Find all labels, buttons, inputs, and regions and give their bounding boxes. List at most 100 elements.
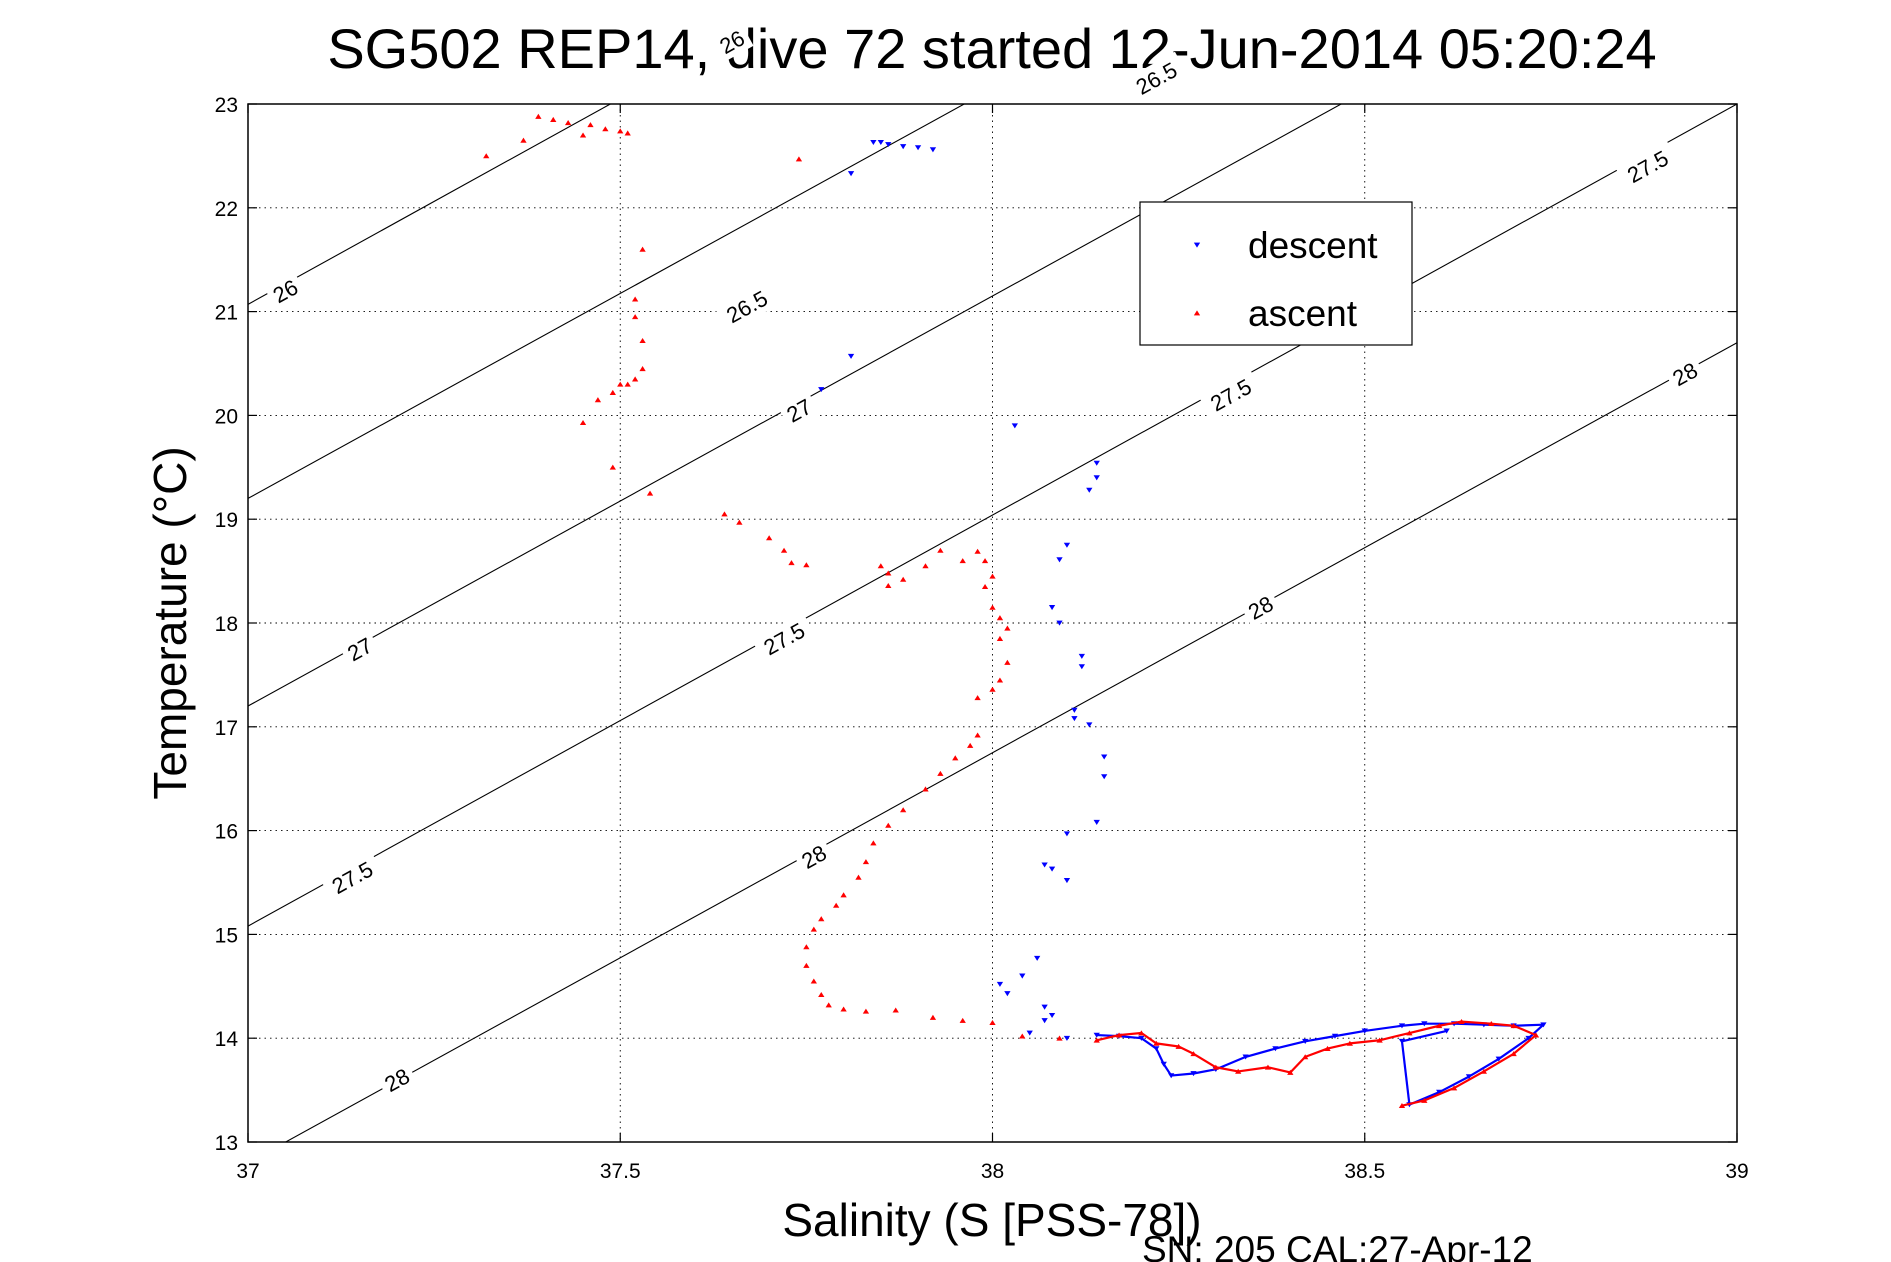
y-tick-label: 15 [215, 924, 238, 947]
ascent-point [483, 153, 490, 159]
descent-point [1063, 1035, 1071, 1041]
descent-dense-track [1400, 1041, 1411, 1105]
descent-point [1495, 1056, 1502, 1062]
legend-marker-ascent [1193, 310, 1201, 316]
descent-point [1056, 620, 1063, 626]
y-tick-label: 14 [215, 1028, 239, 1051]
ascent-point [1510, 1051, 1517, 1057]
descent-point [1011, 423, 1018, 429]
descent-point [1026, 1030, 1033, 1036]
ascent-dense-track [1304, 1047, 1328, 1058]
ascent-dense-track [1192, 1052, 1217, 1069]
ascent-point [803, 962, 810, 968]
ascent-point [900, 807, 907, 813]
ascent-dense-track [1118, 1031, 1142, 1037]
ascent-dense-track [1289, 1056, 1306, 1074]
ascent-point [877, 563, 884, 569]
density-contour-line [248, 104, 1343, 707]
descent-point [1361, 1028, 1368, 1034]
ascent-point [639, 366, 646, 372]
ascent-point [974, 548, 981, 554]
x-tick-label: 37 [236, 1160, 259, 1183]
ascent-point [1458, 1018, 1465, 1024]
descent-point [1004, 991, 1011, 997]
descent-dense-track [1334, 1029, 1365, 1038]
descent-point [1063, 831, 1071, 837]
ascent-point [609, 389, 616, 395]
ascent-point [1398, 1103, 1406, 1109]
ascent-dense-track [1238, 1066, 1269, 1073]
ascent-point [981, 558, 989, 564]
descent-dense-track [1498, 1037, 1530, 1060]
y-tick-label: 19 [215, 509, 238, 532]
ascent-point [594, 397, 602, 403]
descent-point [1153, 1046, 1160, 1052]
ascent-point [1004, 625, 1011, 631]
contour-label-bg [1663, 353, 1707, 395]
ascent-point [1138, 1030, 1145, 1036]
contour-label-bg [792, 836, 836, 878]
axis-ticks: 37 37.5 38 38.5 39 13 14 15 16 17 18 19 20 21 22 23 [215, 94, 1749, 1183]
descent-point [1056, 557, 1063, 563]
descent-point [1071, 716, 1078, 722]
ascent-dense-track [1491, 1022, 1514, 1027]
legend: descent ascent [1139, 201, 1413, 346]
ascent-point [996, 615, 1004, 621]
ascent-point [736, 519, 743, 525]
ascent-point [862, 859, 870, 865]
ascent-point [989, 686, 996, 692]
ascent-dense-track [1349, 1039, 1380, 1045]
descent-point [885, 142, 892, 148]
ascent-point [922, 786, 929, 792]
contour-label-bg [751, 612, 817, 665]
descent-point [1041, 862, 1048, 868]
descent-point [900, 144, 907, 150]
ascent-point [959, 558, 966, 564]
ascent-dense-track [1401, 1099, 1425, 1107]
y-tick-label: 21 [215, 302, 238, 325]
ascent-point [609, 464, 616, 470]
descent-dense-track [1245, 1047, 1276, 1058]
ascent-point [564, 120, 572, 126]
ascent-dense-track [1438, 1020, 1462, 1027]
y-tick-label: 20 [215, 405, 238, 428]
ascent-point [862, 1008, 870, 1014]
footer-note: SN: 205 CAL:27-Apr-12 [1142, 1229, 1533, 1262]
descent-point [847, 171, 855, 177]
descent-point [1101, 774, 1108, 780]
ascent-point [1115, 1032, 1123, 1038]
ascent-point [967, 742, 974, 748]
y-tick-label: 23 [215, 94, 238, 117]
ascent-dense-track [1453, 1070, 1485, 1089]
ascent-point [870, 840, 877, 846]
density-contour-line [248, 104, 1737, 927]
ascent-point [617, 381, 624, 387]
ascent-point [631, 314, 639, 320]
x-tick-label: 37.5 [600, 1160, 641, 1183]
descent-point [877, 140, 884, 146]
density-contour-line [248, 104, 612, 305]
descent-point [1093, 1032, 1100, 1038]
ascent-point [1436, 1023, 1443, 1029]
ascent-dense-track [1512, 1034, 1537, 1055]
x-tick-label: 38 [981, 1160, 1004, 1183]
density-contours [248, 104, 1737, 1142]
ascent-dense-track [1178, 1045, 1194, 1055]
descent-point [1086, 487, 1093, 493]
contour-label-bg [1124, 51, 1189, 105]
descent-point [818, 387, 825, 393]
ascent-point [833, 902, 840, 908]
ascent-point [1175, 1043, 1182, 1049]
ascent-point [803, 562, 810, 568]
ascent-point [617, 128, 624, 134]
ascent-point [937, 770, 944, 776]
descent-point [1034, 955, 1041, 961]
ascent-point [646, 490, 654, 496]
ascent-series [483, 113, 1540, 1109]
ascent-point [1235, 1068, 1242, 1074]
ascent-dense-track [1461, 1020, 1492, 1025]
ascent-point [1510, 1023, 1517, 1029]
ascent-point [631, 376, 639, 382]
ascent-point [624, 381, 631, 387]
